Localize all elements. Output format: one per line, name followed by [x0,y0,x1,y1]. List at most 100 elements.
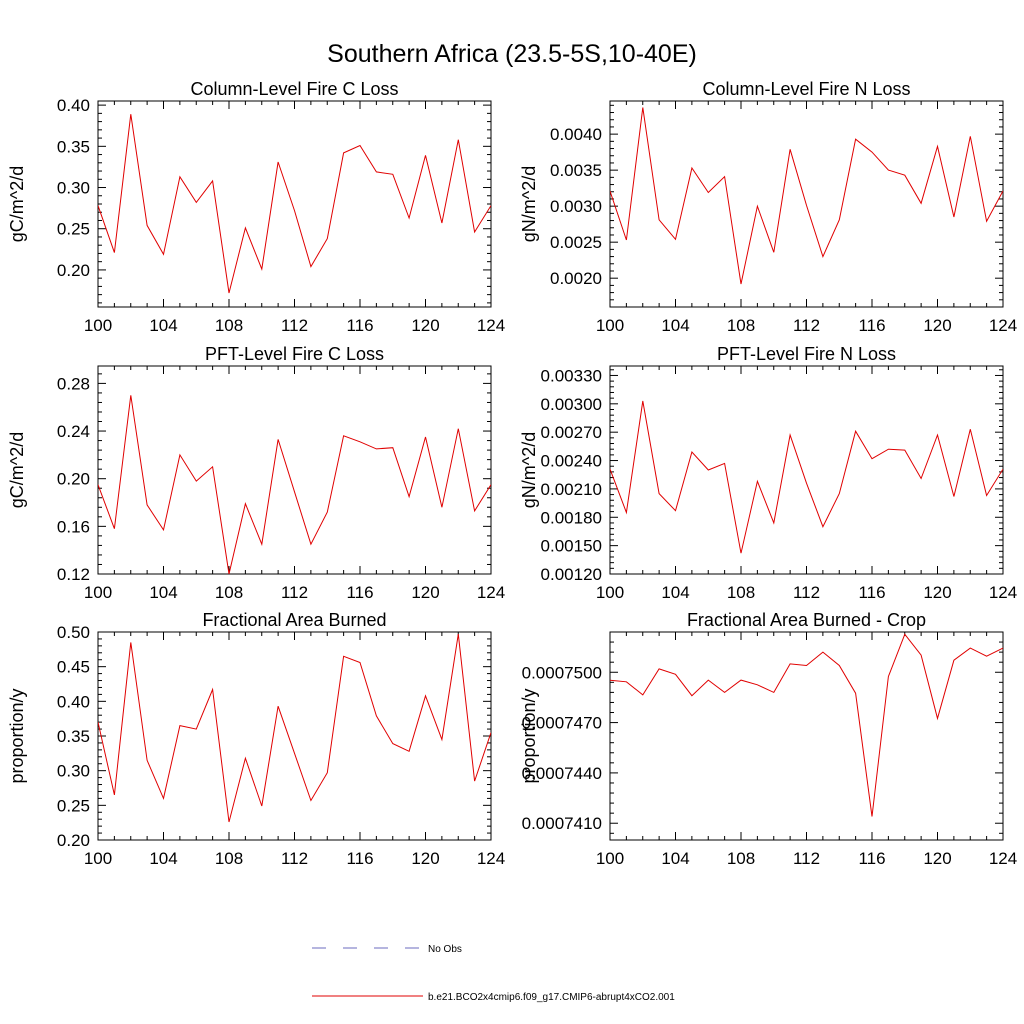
series-line [610,633,1003,817]
y-tick-label: 0.12 [57,565,90,584]
y-tick-label: 0.25 [57,796,90,815]
y-tick-label: 0.24 [57,422,90,441]
chart-panel-3: PFT-Level Fire C Loss 100 104 108 112 116 120 1… [7,344,505,602]
x-tick-label: 100 [84,583,112,602]
x-tick-label: 120 [923,316,951,335]
x-tick-label: 104 [149,849,177,868]
x-tick-label: 112 [793,849,820,868]
series-line [98,114,491,294]
y-tick-label: 0.00330 [541,366,602,385]
y-tick-label: 0.20 [57,470,90,489]
series-line [610,107,1003,285]
y-tick-label: 0.00210 [541,480,602,499]
x-tick-label: 100 [596,316,624,335]
x-tick-label: 108 [215,849,243,868]
x-tick-label: 100 [84,316,112,335]
y-tick-label: 0.20 [57,831,90,850]
x-tick-label: 108 [727,583,755,602]
panel-title: Fractional Area Burned [202,610,386,630]
x-tick-label: 112 [281,849,308,868]
x-tick-label: 108 [727,316,755,335]
chart-panel-2: Column-Level Fire N Loss 100 104 108 112 116 1… [519,79,1017,335]
x-tick-label: 116 [858,583,885,602]
y-tick-label: 0.0020 [550,269,602,288]
panel-title: Column-Level Fire N Loss [702,79,910,99]
y-tick-label: 0.00180 [541,508,602,527]
plot-frame [97,365,492,575]
y-tick-label: 0.00120 [541,565,602,584]
y-tick-label: 0.20 [57,261,90,280]
y-axis-label: gN/m^2/d [519,432,539,508]
x-tick-label: 124 [989,849,1017,868]
x-tick-label: 100 [596,583,624,602]
y-tick-label: 0.0007500 [522,663,602,682]
y-tick-label: 0.28 [57,374,90,393]
x-tick-label: 104 [149,316,177,335]
series-line [98,395,491,574]
y-axis-label: proportion/y [519,688,539,783]
y-tick-label: 0.25 [57,220,90,239]
y-tick-label: 0.00270 [541,423,602,442]
panel-title: Column-Level Fire C Loss [190,79,398,99]
figure-title: Southern Africa (23.5-5S,10-40E) [327,40,697,68]
x-tick-label: 116 [346,316,373,335]
y-tick-label: 0.0030 [550,197,602,216]
y-axis-label: gC/m^2/d [7,432,27,508]
x-tick-label: 108 [727,849,755,868]
panel-title: PFT-Level Fire N Loss [717,344,896,364]
y-tick-label: 0.30 [57,179,90,198]
plot-frame [609,365,1004,575]
y-tick-label: 0.40 [57,692,90,711]
y-tick-label: 0.00240 [541,452,602,471]
x-tick-label: 124 [477,316,505,335]
chart-panel-5: Fractional Area Burned 100 104 108 112 116 120… [7,610,505,868]
x-tick-label: 104 [661,583,689,602]
y-axis-label: proportion/y [7,688,27,783]
x-tick-label: 124 [477,583,505,602]
x-tick-label: 100 [84,849,112,868]
y-tick-label: 0.16 [57,517,90,536]
y-tick-label: 0.0035 [550,161,602,180]
y-tick-label: 0.0025 [550,233,602,252]
series-line [610,400,1003,554]
x-tick-label: 120 [923,849,951,868]
x-tick-label: 116 [858,316,885,335]
x-tick-label: 104 [149,583,177,602]
y-tick-label: 0.45 [57,658,90,677]
panels: Column-Level Fire C Loss 100 104 108 112 116 1… [7,79,1017,868]
y-tick-label: 0.35 [57,137,90,156]
legend: No Obs b.e21.BCO2x4cmip6.f09_g17.CMIP6-ab… [312,944,675,1003]
y-tick-label: 0.35 [57,727,90,746]
y-tick-label: 0.00300 [541,395,602,414]
y-axis-label: gC/m^2/d [7,166,27,242]
y-tick-label: 0.30 [57,762,90,781]
x-tick-label: 104 [661,849,689,868]
x-tick-label: 120 [411,849,439,868]
x-tick-label: 124 [989,316,1017,335]
y-tick-label: 0.50 [57,623,90,642]
legend-label: b.e21.BCO2x4cmip6.f09_g17.CMIP6-abrupt4x… [428,992,675,1003]
series-line [98,634,491,823]
plot-frame [97,100,492,308]
chart-panel-4: PFT-Level Fire N Loss 100 104 108 112 116 120 1… [519,344,1017,602]
plot-frame [609,631,1004,841]
x-tick-label: 112 [793,316,820,335]
x-tick-label: 100 [596,849,624,868]
x-tick-label: 124 [477,849,505,868]
x-tick-label: 124 [989,583,1017,602]
y-tick-label: 0.0007410 [522,814,602,833]
chart-panel-1: Column-Level Fire C Loss 100 104 108 112 116 1… [7,79,505,335]
x-tick-label: 112 [281,316,308,335]
y-tick-label: 0.40 [57,96,90,115]
y-axis-label: gN/m^2/d [519,166,539,242]
x-tick-label: 108 [215,583,243,602]
panel-title: PFT-Level Fire C Loss [205,344,384,364]
y-tick-label: 0.00150 [541,537,602,556]
x-tick-label: 116 [858,849,885,868]
chart-panel-6: Fractional Area Burned - Crop 100 104 108 11… [519,610,1017,868]
x-tick-label: 120 [411,316,439,335]
x-tick-label: 108 [215,316,243,335]
x-tick-label: 120 [923,583,951,602]
x-tick-label: 104 [661,316,689,335]
